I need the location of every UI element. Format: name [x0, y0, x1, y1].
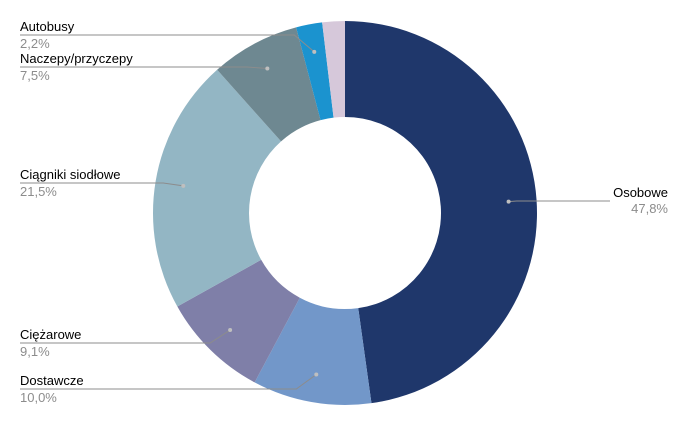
slice-label-osobowe: Osobowe: [613, 185, 668, 200]
slice-other-6: [322, 21, 345, 118]
leader-dot-osobowe: [506, 199, 511, 204]
leader-line-osobowe: [508, 200, 610, 203]
slice-value-dostawcze: 10,0%: [20, 390, 57, 405]
slice-value-naczepy-przyczepy: 7,5%: [20, 68, 50, 83]
slice-label-ciagniki-siodlowe: Ciągniki siodłowe: [20, 167, 120, 182]
slice-label-dostawcze: Dostawcze: [20, 373, 84, 388]
slice-naczepy-przyczepy: [217, 27, 321, 142]
leader-line-ciezarowe: [20, 329, 231, 344]
leader-line-dostawcze: [20, 374, 317, 390]
slice-value-autobusy: 2,2%: [20, 36, 50, 51]
leader-dot-ciagniki-siodlowe: [181, 183, 186, 188]
leader-dot-ciezarowe: [228, 328, 233, 333]
leader-dot-dostawcze: [314, 372, 319, 377]
slice-dostawcze: [254, 297, 372, 405]
slice-ciezarowe: [177, 259, 300, 383]
slice-autobusy: [296, 22, 334, 121]
slice-ciagniki-siodlowe: [153, 69, 282, 307]
slice-value-osobowe: 47,8%: [631, 201, 668, 216]
leader-line-naczepy-przyczepy: [20, 66, 268, 70]
slice-osobowe: [345, 21, 537, 404]
slice-value-ciezarowe: 9,1%: [20, 344, 50, 359]
leader-line-ciagniki-siodlowe: [20, 182, 184, 187]
leader-dot-naczepy-przyczepy: [265, 66, 270, 71]
leader-line-autobusy: [20, 34, 315, 53]
slice-label-naczepy-przyczepy: Naczepy/przyczepy: [20, 51, 133, 66]
slice-label-autobusy: Autobusy: [20, 19, 75, 34]
leader-dot-autobusy: [312, 49, 317, 54]
slice-value-ciagniki-siodlowe: 21,5%: [20, 184, 57, 199]
slice-label-ciezarowe: Ciężarowe: [20, 327, 81, 342]
chart-slices: [153, 21, 537, 405]
